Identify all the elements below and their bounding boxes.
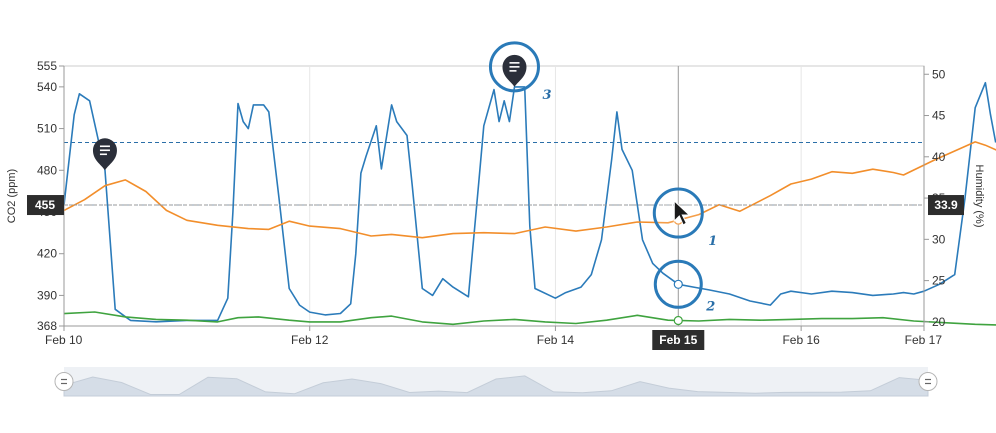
annotation-ring	[653, 259, 703, 309]
series	[63, 81, 996, 326]
x-axis-tick-label: Feb 12	[291, 333, 329, 347]
range-handle-icon[interactable]	[918, 372, 938, 391]
left-axis-tick-label: 555	[37, 59, 57, 73]
navigator-area	[63, 375, 929, 397]
crosshair: 455 33.9 Feb 15	[27, 66, 964, 350]
cursor-arrow-icon	[673, 199, 691, 226]
right-axis-tick-label: 20	[932, 315, 946, 329]
annotation-number: 3	[542, 88, 551, 103]
range-handle-icon[interactable]	[54, 372, 74, 391]
co2-crosshair-point	[673, 279, 683, 289]
x-crosshair-badge	[652, 330, 705, 350]
navigator[interactable]	[54, 367, 938, 397]
right-crosshair-badge	[928, 195, 964, 216]
annotation-ring	[488, 41, 540, 93]
left-axis-title: CO2 (ppm)	[6, 169, 18, 223]
navigator-left-handle[interactable]	[54, 372, 74, 391]
left-axis-tick-label: 510	[37, 122, 57, 136]
cursor-arrow-shape	[673, 199, 691, 226]
plot-frame	[63, 65, 925, 327]
right-axis-tick-label: 50	[932, 67, 946, 81]
annotations: 1 2 3	[92, 41, 717, 314]
baseline-series-line	[63, 311, 996, 326]
right-axis-tick-label: 25	[932, 274, 946, 288]
right-axis-tick-label: 40	[932, 150, 946, 164]
baseline-crosshair-point	[673, 315, 683, 326]
left-axis-tick-label: 480	[37, 163, 57, 177]
navigator-right-handle[interactable]	[918, 372, 938, 391]
comment-pin-icon[interactable]	[502, 54, 527, 87]
x-axis-tick-label: Feb 10	[45, 333, 83, 347]
x-crosshair-value: Feb 15	[659, 333, 697, 347]
annotation-number: 1	[708, 234, 717, 249]
left-crosshair-value: 455	[35, 198, 55, 212]
left-axis-tick-label: 368	[37, 319, 57, 333]
right-axis-tick-label: 45	[932, 109, 946, 123]
left-axis-tick-label: 540	[37, 80, 57, 94]
left-axis-tick-label: 390	[37, 288, 57, 302]
humidity-series-line	[63, 141, 996, 239]
axes: 368390420450480510540555CO2 (ppm)2025303…	[6, 59, 985, 347]
x-axis-tick-label: Feb 17	[905, 333, 943, 347]
left-crosshair-badge	[27, 195, 64, 216]
x-axis-tick-label: Feb 14	[537, 333, 575, 347]
co2-series-line	[63, 81, 996, 323]
right-crosshair-value: 33.9	[934, 198, 958, 212]
comment-pin-icon[interactable]	[92, 138, 117, 171]
x-axis-tick-label: Feb 16	[782, 333, 820, 347]
left-axis-tick-label: 420	[37, 247, 57, 261]
right-axis-title: Humidity (%)	[973, 165, 985, 228]
right-axis-tick-label: 30	[932, 232, 946, 246]
plot-area	[63, 65, 925, 327]
annotation-number: 2	[705, 299, 715, 314]
